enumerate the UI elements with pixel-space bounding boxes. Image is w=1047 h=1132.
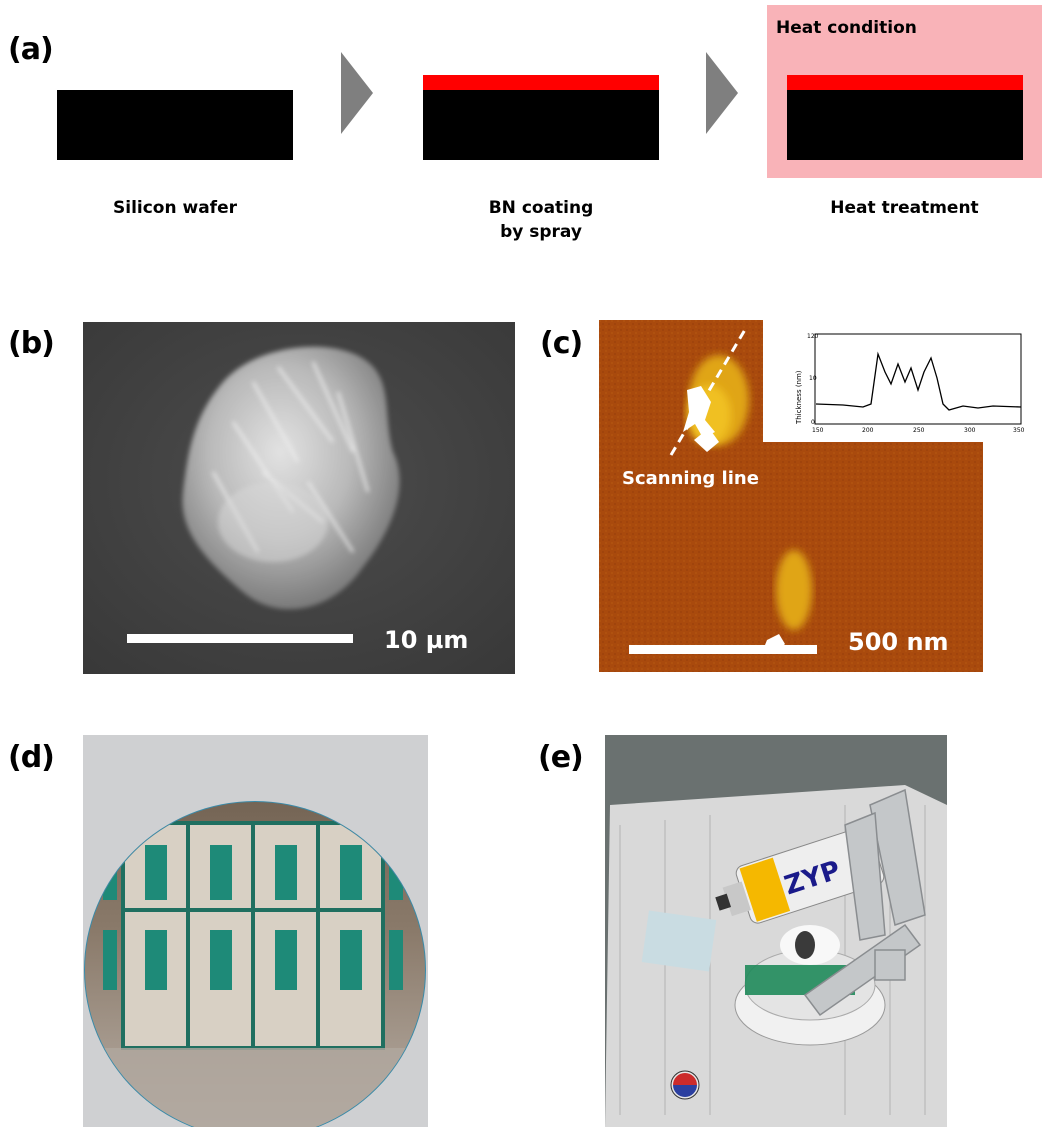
- sem-image: [83, 322, 515, 674]
- bn-coating-caption-line2: by spray: [423, 220, 659, 244]
- silicon-wafer-caption: Silicon wafer: [57, 196, 293, 220]
- panel-b-label: (b): [8, 326, 54, 361]
- panel-d-label: (d): [8, 740, 54, 775]
- inset-ylabel: Thickness (nm): [795, 370, 803, 425]
- inset-ytick-top: 120: [807, 333, 819, 340]
- process-arrow-2: [706, 52, 738, 134]
- inset-xtick-1: 150: [812, 427, 824, 434]
- silicon-wafer-block: [57, 90, 293, 160]
- bn-layer-heated: [787, 75, 1023, 90]
- patterned-wafer-graphic: [83, 735, 428, 1127]
- bn-coating-caption: BN coating by spray: [423, 196, 659, 244]
- panel-c-label: (c): [540, 326, 582, 361]
- spray-setup-photo: ZYP: [605, 735, 947, 1127]
- patterned-wafer-photo: [83, 735, 428, 1127]
- panel-e-label: (e): [538, 740, 583, 775]
- inset-xtick-2: 200: [862, 427, 874, 434]
- thickness-profile-inset: 120 10 0 150 200 250 300 350 Thickness (…: [763, 320, 1047, 442]
- inset-xtick-5: 350: [1013, 427, 1025, 434]
- spray-setup-graphic: ZYP: [605, 735, 947, 1127]
- heat-treatment-caption: Heat treatment: [767, 196, 1042, 220]
- afm-scale-label: 500 nm: [848, 628, 949, 656]
- scanning-line-label: Scanning line: [622, 468, 759, 489]
- panel-a-label: (a): [8, 32, 53, 67]
- inset-xtick-3: 250: [913, 427, 925, 434]
- bn-coating-caption-line1: BN coating: [423, 196, 659, 220]
- process-arrow-1: [341, 52, 373, 134]
- afm-scale-bar: [629, 645, 817, 654]
- inset-xtick-4: 300: [964, 427, 976, 434]
- sem-scale-label: 10 µm: [384, 626, 468, 654]
- inset-ytick-mid: 10: [809, 375, 817, 382]
- heated-wafer-block: [787, 90, 1023, 160]
- sem-scale-bar: [127, 634, 353, 643]
- bn-layer: [423, 75, 659, 90]
- inset-ytick-zero: 0: [811, 419, 815, 426]
- sem-image-graphic: [83, 322, 515, 674]
- heat-condition-title: Heat condition: [776, 18, 917, 38]
- thickness-profile-graphic: 120 10 0 150 200 250 300 350 Thickness (…: [763, 320, 1047, 442]
- coated-wafer-block: [423, 90, 659, 160]
